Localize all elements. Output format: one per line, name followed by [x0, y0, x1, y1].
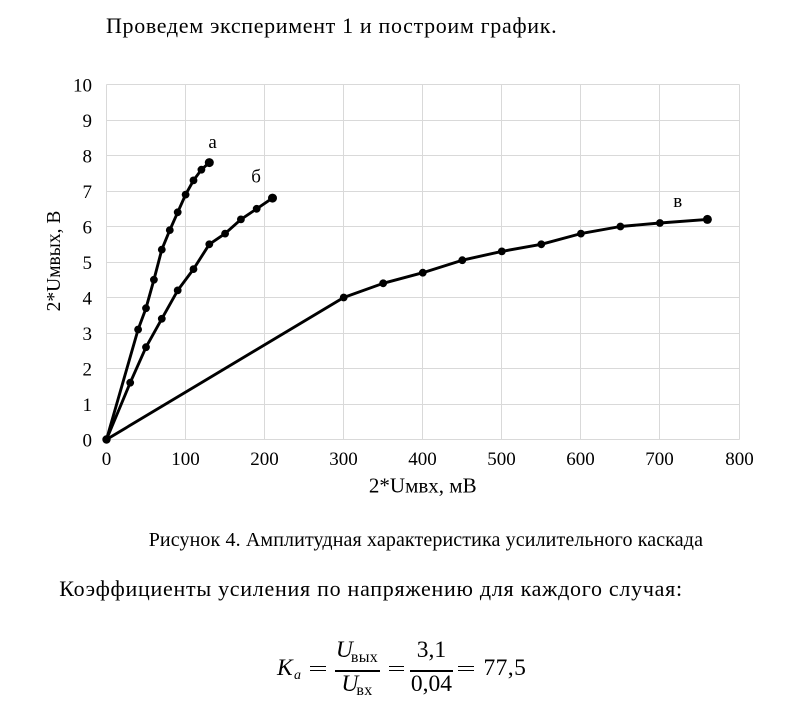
svg-text:5: 5 — [83, 253, 93, 274]
svg-text:3: 3 — [83, 324, 93, 345]
svg-text:8: 8 — [83, 147, 93, 168]
svg-text:2*Uмвых, В: 2*Uмвых, В — [44, 211, 65, 312]
svg-text:500: 500 — [487, 449, 516, 470]
svg-text:700: 700 — [645, 449, 674, 470]
svg-text:4: 4 — [83, 289, 93, 310]
svg-text:б: б — [251, 167, 261, 188]
svg-text:2*Uмвх, мВ: 2*Uмвх, мВ — [369, 474, 477, 498]
svg-text:0: 0 — [83, 431, 93, 452]
svg-text:1: 1 — [83, 395, 93, 416]
svg-text:400: 400 — [408, 449, 437, 470]
svg-text:600: 600 — [566, 449, 595, 470]
svg-text:в: в — [673, 191, 682, 212]
svg-text:10: 10 — [73, 76, 92, 97]
svg-text:100: 100 — [171, 449, 200, 470]
svg-text:2: 2 — [83, 360, 93, 381]
svg-text:7: 7 — [83, 182, 93, 203]
svg-text:6: 6 — [83, 218, 93, 239]
svg-text:а: а — [208, 132, 217, 153]
svg-text:300: 300 — [329, 449, 358, 470]
svg-text:0: 0 — [102, 449, 112, 470]
svg-text:800: 800 — [725, 449, 754, 470]
svg-text:9: 9 — [83, 111, 93, 132]
svg-text:200: 200 — [250, 449, 279, 470]
